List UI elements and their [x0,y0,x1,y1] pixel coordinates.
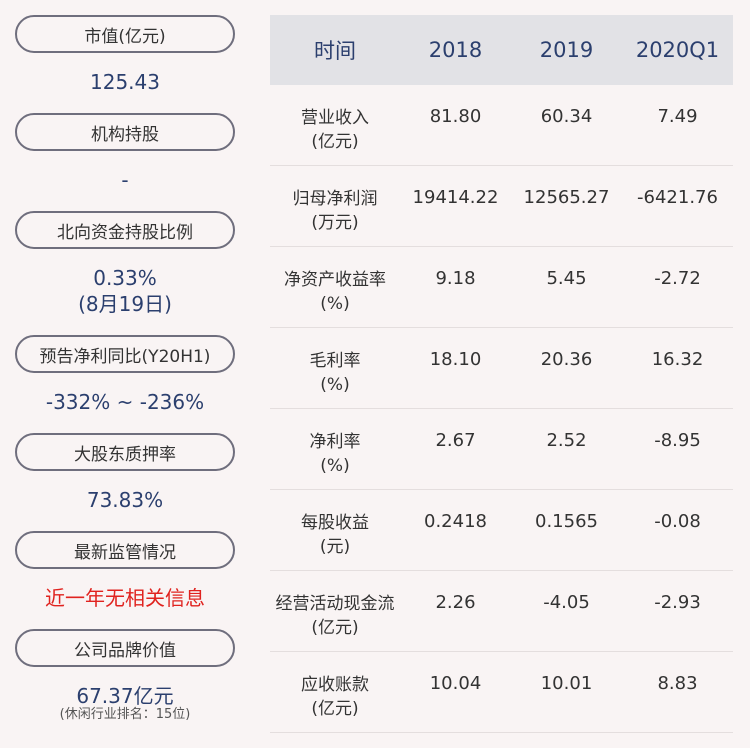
row-name: 毛利率 [309,351,361,371]
table-cell: 9.18 [435,268,476,289]
table-cell: 18.10 [429,349,482,370]
table-row: 净资产收益率 (%) 9.18 5.45 -2.72 [270,247,733,328]
row-unit: (%) [320,456,350,476]
table-cell: 16.32 [651,349,704,370]
brand-value-value: 67.37亿元 [76,684,174,708]
pledge-ratio-label: 大股东质押率 [15,433,235,471]
row-unit: (亿元) [311,132,359,152]
market-cap-value: 125.43 [90,70,160,94]
header-period: 时间 [314,39,356,63]
row-unit: (亿元) [311,618,359,638]
row-name: 归母净利润 [292,189,378,209]
table-cell: 12565.27 [523,187,610,208]
row-name: 净利率 [309,432,361,452]
institutional-holding-value: - [121,168,129,192]
table-row: 应收账款 (亿元) 10.04 10.01 8.83 [270,652,733,733]
row-name: 应收账款 [301,675,369,695]
institutional-holding-label: 机构持股 [15,113,235,151]
regulatory-status-value: 近一年无相关信息 [45,586,205,610]
brand-value-label: 公司品牌价值 [15,629,235,667]
table-cell: 2.67 [435,430,476,451]
table-header: 时间 2018 2019 2020Q1 [270,15,733,85]
table-cell: 10.04 [429,673,482,694]
table-cell: 19414.22 [412,187,499,208]
table-cell: -4.05 [543,592,590,613]
table-cell: 20.36 [540,349,593,370]
row-name: 营业收入 [301,108,369,128]
profit-forecast-value: -332% ~ -236% [45,390,205,414]
header-2018: 2018 [428,38,483,62]
header-2019: 2019 [539,38,594,62]
financial-table: 时间 2018 2019 2020Q1 营业收入 (亿元) 81.80 60.34… [270,15,733,733]
row-unit: (亿元) [311,699,359,719]
header-2020q1: 2020Q1 [635,38,720,62]
summary-panel: 市值(亿元) 125.43 机构持股 - 北向资金持股比例 0.33% (8月1… [0,0,250,748]
row-name: 每股收益 [301,513,369,533]
table-cell: 81.80 [429,106,482,127]
table-cell: -2.72 [654,268,701,289]
table-cell: 0.1565 [535,511,598,532]
table-row: 营业收入 (亿元) 81.80 60.34 7.49 [270,85,733,166]
table-cell: 5.45 [546,268,587,289]
table-cell: 2.26 [435,592,476,613]
northbound-holding-label: 北向资金持股比例 [15,211,235,249]
market-cap-label: 市值(亿元) [15,15,235,53]
brand-value-rank: (休闲行业排名：15位) [59,707,191,722]
table-cell: 60.34 [540,106,593,127]
profit-forecast-label: 预告净利同比(Y20H1) [15,335,235,373]
table-cell: 2.52 [546,430,587,451]
row-unit: (%) [320,375,350,395]
pledge-ratio-value: 73.83% [86,488,164,512]
row-name: 净资产收益率 [284,270,386,290]
regulatory-status-label: 最新监管情况 [15,531,235,569]
table-cell: 0.2418 [424,511,487,532]
table-row: 归母净利润 (万元) 19414.22 12565.27 -6421.76 [270,166,733,247]
table-cell: 10.01 [540,673,593,694]
northbound-holding-date: (8月19日) [78,292,172,316]
table-cell: -2.93 [654,592,701,613]
table-cell: 8.83 [657,673,698,694]
table-row: 每股收益 (元) 0.2418 0.1565 -0.08 [270,490,733,571]
row-unit: (元) [319,537,351,557]
table-row: 经营活动现金流 (亿元) 2.26 -4.05 -2.93 [270,571,733,652]
table-row: 毛利率 (%) 18.10 20.36 16.32 [270,328,733,409]
row-unit: (万元) [311,213,359,233]
table-cell: -0.08 [654,511,701,532]
table-cell: -8.95 [654,430,701,451]
row-name: 经营活动现金流 [275,594,395,614]
table-cell: -6421.76 [637,187,718,208]
northbound-holding-value: 0.33% [93,266,157,290]
table-row: 净利率 (%) 2.67 2.52 -8.95 [270,409,733,490]
table-cell: 7.49 [657,106,698,127]
row-unit: (%) [320,294,350,314]
